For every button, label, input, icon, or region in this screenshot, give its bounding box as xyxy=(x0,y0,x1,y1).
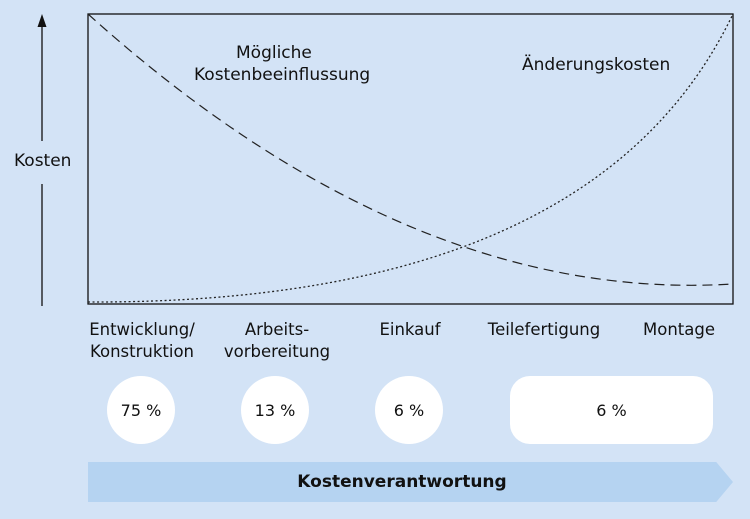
share-value: 6 % xyxy=(596,400,627,420)
phase-label-work-preparation: Arbeits- vorbereitung xyxy=(222,319,332,363)
responsibility-band-label: Kostenverantwortung xyxy=(297,472,507,492)
share-value: 6 % xyxy=(393,400,425,420)
influence-label-line1: Mögliche xyxy=(236,43,312,63)
phase-label-line: vorbereitung xyxy=(223,342,331,361)
share-bubble-work-preparation: 13 % xyxy=(241,376,309,444)
phase-label-line: Konstruktion xyxy=(89,342,195,361)
y-axis-label: Kosten xyxy=(14,151,72,171)
phase-label-line: Einkauf xyxy=(379,320,441,339)
influence-label-line2: Kostenbeeinflussung xyxy=(194,65,371,85)
phase-label-line: Entwicklung/ xyxy=(89,320,195,339)
change-cost-curve xyxy=(87,13,734,303)
share-value: 13 % xyxy=(254,400,296,420)
phase-label-line: Montage xyxy=(643,320,715,339)
plot-frame xyxy=(87,13,734,305)
share-bubble-purchasing: 6 % xyxy=(375,376,443,444)
phase-label-purchasing: Einkauf xyxy=(362,319,458,341)
influence-curve xyxy=(87,13,734,286)
share-value: 75 % xyxy=(120,400,162,420)
phase-label-assembly: Montage xyxy=(630,319,728,341)
phase-label-line: Arbeits- xyxy=(244,320,310,339)
phase-label-development: Entwicklung/ Konstruktion xyxy=(80,319,204,363)
phase-label-parts-manufacturing: Teilefertigung xyxy=(478,319,610,341)
responsibility-arrow-band xyxy=(88,462,733,502)
share-bubble-manufacturing-assembly: 6 % xyxy=(510,376,713,444)
change-cost-label: Änderungskosten xyxy=(522,55,671,75)
phase-label-line: Teilefertigung xyxy=(487,320,601,339)
y-axis-arrowhead xyxy=(37,14,47,27)
share-bubble-development: 75 % xyxy=(107,376,175,444)
